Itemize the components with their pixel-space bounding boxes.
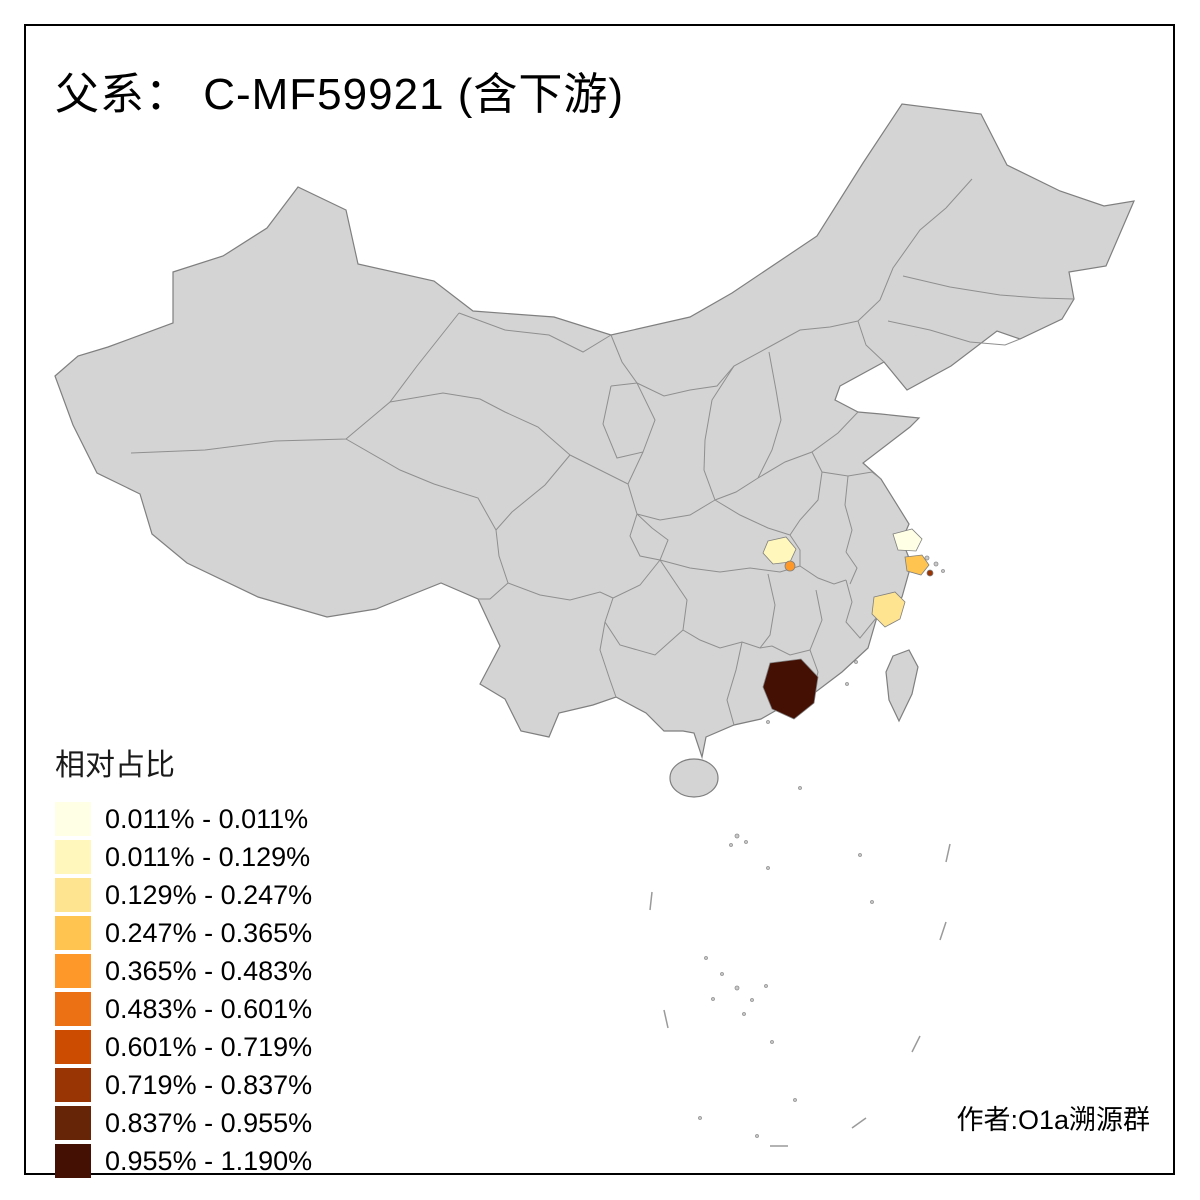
legend-swatch: [55, 878, 91, 912]
legend-row: 0.837% - 0.955%: [55, 1104, 312, 1142]
province-borders: [130, 178, 1075, 726]
mainland-outline: [54, 103, 1135, 760]
page-title: 父系： C-MF59921 (含下游): [55, 70, 625, 119]
legend-row: 0.955% - 1.190%: [55, 1142, 312, 1180]
legend-row: 0.011% - 0.129%: [55, 838, 312, 876]
legend-label: 0.247% - 0.365%: [105, 917, 313, 948]
mainland: [54, 103, 1135, 760]
nine-dash-marks: [649, 843, 951, 1147]
legend-swatch: [55, 916, 91, 950]
legend-row: 0.365% - 0.483%: [55, 952, 312, 990]
legend-label: 0.011% - 0.011%: [105, 803, 309, 834]
taiwan-island: [885, 649, 919, 723]
legend: 相对占比 0.011% - 0.011% 0.011% - 0.129% 0.1…: [55, 740, 312, 1180]
legend-row: 0.601% - 0.719%: [55, 1028, 312, 1066]
legend-swatch: [55, 802, 91, 836]
legend-row: 0.011% - 0.011%: [55, 800, 312, 838]
region-ningbo-area: [904, 554, 930, 576]
legend-swatch: [55, 1030, 91, 1064]
legend-row: 0.719% - 0.837%: [55, 1066, 312, 1104]
legend-label: 0.601% - 0.719%: [105, 1031, 313, 1062]
legend-swatch: [55, 1144, 91, 1178]
south-china-sea-islands: [698, 786, 874, 1138]
legend-swatch: [55, 840, 91, 874]
legend-row: 0.483% - 0.601%: [55, 990, 312, 1028]
region-east-guangdong: [762, 658, 819, 720]
legend-row: 0.129% - 0.247%: [55, 876, 312, 914]
legend-label: 0.955% - 1.190%: [105, 1145, 313, 1176]
legend-label: 0.837% - 0.955%: [105, 1107, 313, 1138]
region-zhoushan-dot: [926, 569, 934, 577]
legend-label: 0.365% - 0.483%: [105, 955, 313, 986]
legend-swatch: [55, 954, 91, 988]
legend-swatch: [55, 1106, 91, 1140]
legend-swatch: [55, 992, 91, 1026]
legend-label: 0.011% - 0.129%: [105, 841, 311, 872]
legend-swatch: [55, 1068, 91, 1102]
attribution-text: 作者:O1a溯源群: [956, 1105, 1150, 1135]
legend-label: 0.719% - 0.837%: [105, 1069, 313, 1100]
legend-label: 0.129% - 0.247%: [105, 879, 313, 910]
legend-row: 0.247% - 0.365%: [55, 914, 312, 952]
region-ezhou-dot-hubei: [784, 560, 796, 572]
highlight-regions: [762, 528, 934, 720]
legend-label: 0.483% - 0.601%: [105, 993, 313, 1024]
region-shanghai-area: [892, 528, 923, 552]
coastal-islands: [766, 555, 945, 724]
hainan-island: [669, 758, 719, 798]
legend-title: 相对占比: [55, 749, 175, 782]
region-south-zhejiang-coast: [871, 591, 906, 628]
